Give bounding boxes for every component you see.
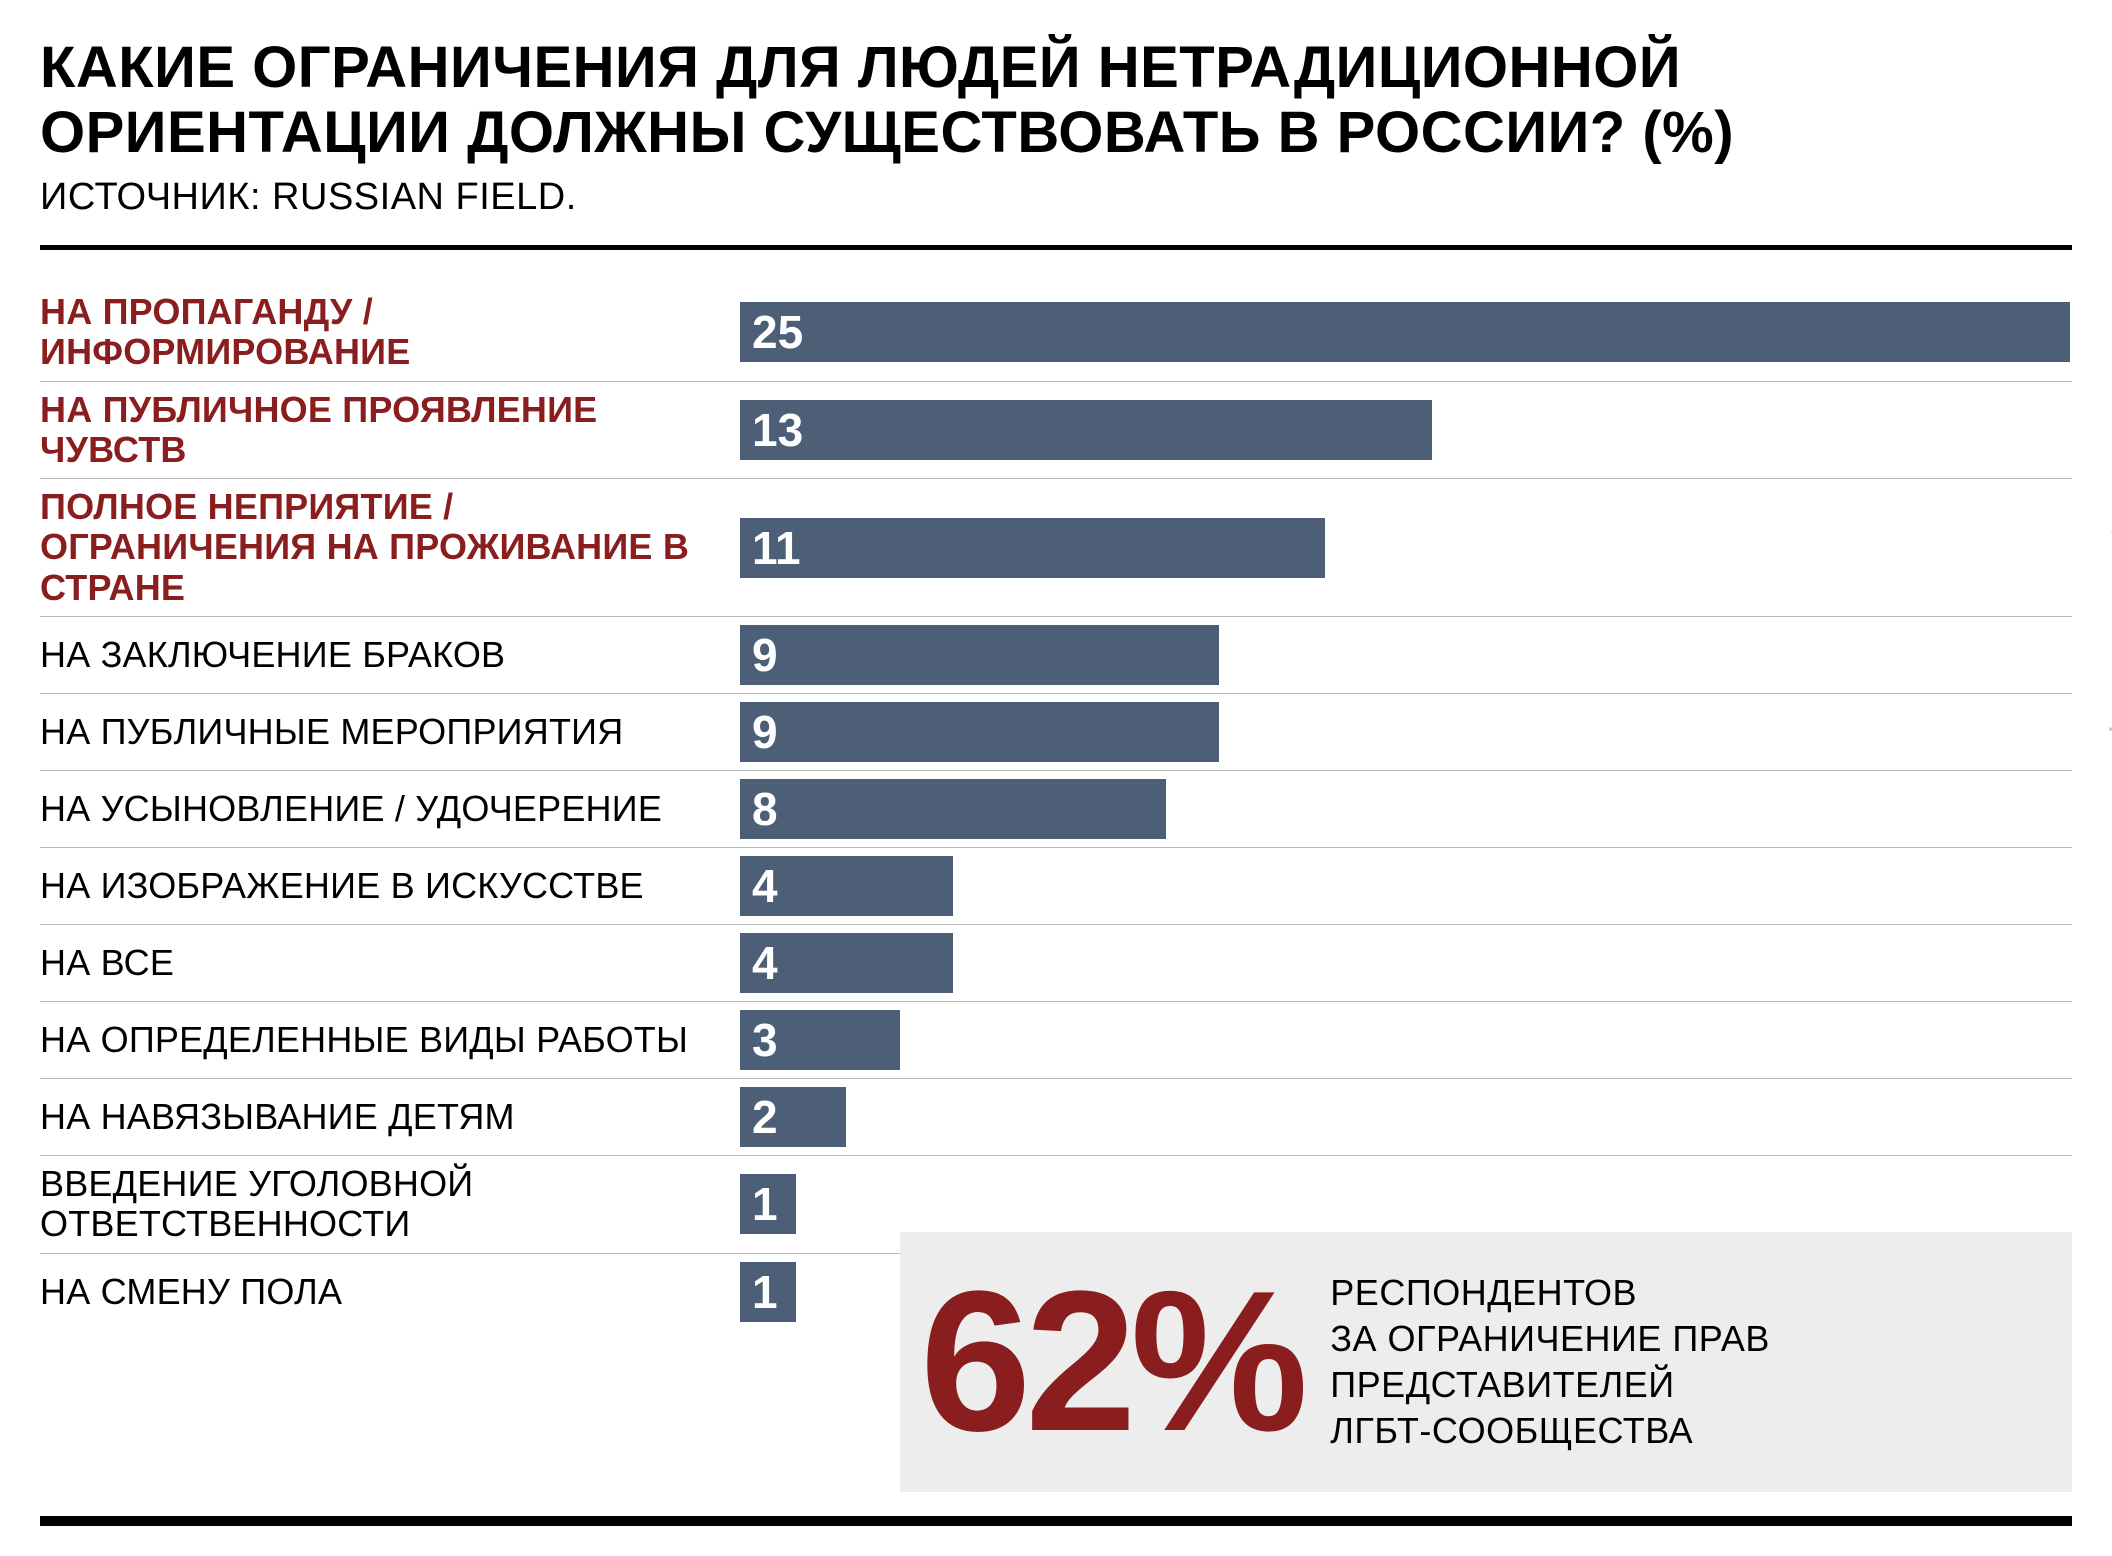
chart-row: НА ПУБЛИЧНОЕ ПРОЯВЛЕНИЕ ЧУВСТВ 13: [40, 382, 2072, 480]
bottom-rule: [40, 1516, 2072, 1526]
chart-bar: 25: [740, 302, 2070, 362]
title-line-2: ОРИЕНТАЦИИ ДОЛЖНЫ СУЩЕСТВОВАТЬ В РОССИИ?…: [40, 100, 1734, 165]
chart-bar-cell: 9: [740, 617, 2072, 693]
chart-row: НА ИЗОБРАЖЕНИЕ В ИСКУССТВЕ 4: [40, 848, 2072, 925]
chart-bar: 2: [740, 1087, 846, 1147]
chart-label: НА ЗАКЛЮЧЕНИЕ БРАКОВ: [40, 635, 505, 675]
chart-bar-cell: 2: [740, 1079, 2072, 1155]
chart-label-cell: НА ИЗОБРАЖЕНИЕ В ИСКУССТВЕ: [40, 848, 740, 924]
chart-bar-value: 8: [752, 782, 778, 836]
chart-label-cell: НА ПУБЛИЧНЫЕ МЕРОПРИЯТИЯ: [40, 694, 740, 770]
chart-bar: 1: [740, 1174, 796, 1234]
chart-label: НА ПРОПАГАНДУ / ИНФОРМИРОВАНИЕ: [40, 292, 722, 373]
chart-bar-cell: 13: [740, 382, 2072, 479]
chart-label: НА ИЗОБРАЖЕНИЕ В ИСКУССТВЕ: [40, 866, 644, 906]
chart-bar-cell: 25: [740, 284, 2072, 381]
summary-callout: 62% РЕСПОНДЕНТОВЗА ОГРАНИЧЕНИЕ ПРАВПРЕДС…: [900, 1232, 2072, 1492]
chart-bar: 1: [740, 1262, 796, 1322]
callout-percentage: 62%: [920, 1276, 1302, 1448]
chart-bar-value: 25: [752, 305, 803, 359]
chart-label-cell: ВВЕДЕНИЕ УГОЛОВНОЙ ОТВЕТСТВЕННОСТИ: [40, 1156, 740, 1253]
chart-title: КАКИЕ ОГРАНИЧЕНИЯ ДЛЯ ЛЮДЕЙ НЕТРАДИЦИОНН…: [40, 36, 2072, 166]
chart-bar: 9: [740, 625, 1219, 685]
chart-bar-value: 2: [752, 1090, 778, 1144]
chart-label: НА ВСЕ: [40, 943, 174, 983]
chart-row: НА ОПРЕДЕЛЕННЫЕ ВИДЫ РАБОТЫ 3: [40, 1002, 2072, 1079]
chart-bar-cell: 9: [740, 694, 2072, 770]
callout-description: РЕСПОНДЕНТОВЗА ОГРАНИЧЕНИЕ ПРАВПРЕДСТАВИ…: [1330, 1270, 1770, 1454]
chart-label-cell: НА НАВЯЗЫВАНИЕ ДЕТЯМ: [40, 1079, 740, 1155]
chart-label: НА ПУБЛИЧНЫЕ МЕРОПРИЯТИЯ: [40, 712, 623, 752]
chart-row: НА ПРОПАГАНДУ / ИНФОРМИРОВАНИЕ 25: [40, 284, 2072, 382]
chart-label-cell: НА ОПРЕДЕЛЕННЫЕ ВИДЫ РАБОТЫ: [40, 1002, 740, 1078]
chart-bar-cell: 11: [740, 479, 2072, 616]
chart-bar: 9: [740, 702, 1219, 762]
chart-bar-value: 9: [752, 705, 778, 759]
chart-label: НА ОПРЕДЕЛЕННЫЕ ВИДЫ РАБОТЫ: [40, 1020, 688, 1060]
bar-chart: НА ПРОПАГАНДУ / ИНФОРМИРОВАНИЕ 25 НА ПУБЛИ…: [40, 284, 2072, 1330]
chart-label-cell: НА СМЕНУ ПОЛА: [40, 1254, 740, 1330]
chart-bar: 8: [740, 779, 1166, 839]
chart-label-cell: НА ПРОПАГАНДУ / ИНФОРМИРОВАНИЕ: [40, 284, 740, 381]
chart-bar: 11: [740, 518, 1325, 578]
chart-label: ВВЕДЕНИЕ УГОЛОВНОЙ ОТВЕТСТВЕННОСТИ: [40, 1164, 722, 1245]
chart-row: НА ПУБЛИЧНЫЕ МЕРОПРИЯТИЯ 9: [40, 694, 2072, 771]
infographic-container: КАКИЕ ОГРАНИЧЕНИЯ ДЛЯ ЛЮДЕЙ НЕТРАДИЦИОНН…: [0, 0, 2112, 1556]
chart-label-cell: НА ПУБЛИЧНОЕ ПРОЯВЛЕНИЕ ЧУВСТВ: [40, 382, 740, 479]
chart-label-cell: НА ВСЕ: [40, 925, 740, 1001]
chart-bar-value: 1: [752, 1177, 778, 1231]
chart-bar-value: 1: [752, 1265, 778, 1319]
watermark: kommersant.ru: [2102, 480, 2112, 733]
top-rule: [40, 245, 2072, 250]
chart-label: ПОЛНОЕ НЕПРИЯТИЕ / ОГРАНИЧЕНИЯ НА ПРОЖИВ…: [40, 487, 722, 608]
chart-bar: 4: [740, 856, 953, 916]
chart-row: НА УСЫНОВЛЕНИЕ / УДОЧЕРЕНИЕ 8: [40, 771, 2072, 848]
chart-bar-value: 9: [752, 628, 778, 682]
chart-bar: 13: [740, 400, 1432, 460]
chart-label-cell: НА УСЫНОВЛЕНИЕ / УДОЧЕРЕНИЕ: [40, 771, 740, 847]
chart-source: ИСТОЧНИК: RUSSIAN FIELD.: [40, 176, 2072, 219]
chart-label-cell: НА ЗАКЛЮЧЕНИЕ БРАКОВ: [40, 617, 740, 693]
chart-bar-value: 3: [752, 1013, 778, 1067]
chart-label: НА УСЫНОВЛЕНИЕ / УДОЧЕРЕНИЕ: [40, 789, 662, 829]
chart-bar-cell: 8: [740, 771, 2072, 847]
chart-bar: 4: [740, 933, 953, 993]
chart-label: НА НАВЯЗЫВАНИЕ ДЕТЯМ: [40, 1097, 515, 1137]
chart-row: НА ЗАКЛЮЧЕНИЕ БРАКОВ 9: [40, 617, 2072, 694]
chart-label: НА ПУБЛИЧНОЕ ПРОЯВЛЕНИЕ ЧУВСТВ: [40, 390, 722, 471]
chart-bar-value: 13: [752, 403, 803, 457]
chart-label-cell: ПОЛНОЕ НЕПРИЯТИЕ / ОГРАНИЧЕНИЯ НА ПРОЖИВ…: [40, 479, 740, 616]
chart-bar-value: 4: [752, 859, 778, 913]
chart-bar-value: 4: [752, 936, 778, 990]
chart-row: НА ВСЕ 4: [40, 925, 2072, 1002]
chart-bar-cell: 3: [740, 1002, 2072, 1078]
chart-bar: 3: [740, 1010, 900, 1070]
chart-label: НА СМЕНУ ПОЛА: [40, 1272, 342, 1312]
chart-row: ПОЛНОЕ НЕПРИЯТИЕ / ОГРАНИЧЕНИЯ НА ПРОЖИВ…: [40, 479, 2072, 617]
chart-row: НА НАВЯЗЫВАНИЕ ДЕТЯМ 2: [40, 1079, 2072, 1156]
chart-bar-cell: 4: [740, 848, 2072, 924]
title-line-1: КАКИЕ ОГРАНИЧЕНИЯ ДЛЯ ЛЮДЕЙ НЕТРАДИЦИОНН…: [40, 35, 1681, 100]
chart-bar-cell: 4: [740, 925, 2072, 1001]
chart-bar-value: 11: [752, 521, 801, 575]
